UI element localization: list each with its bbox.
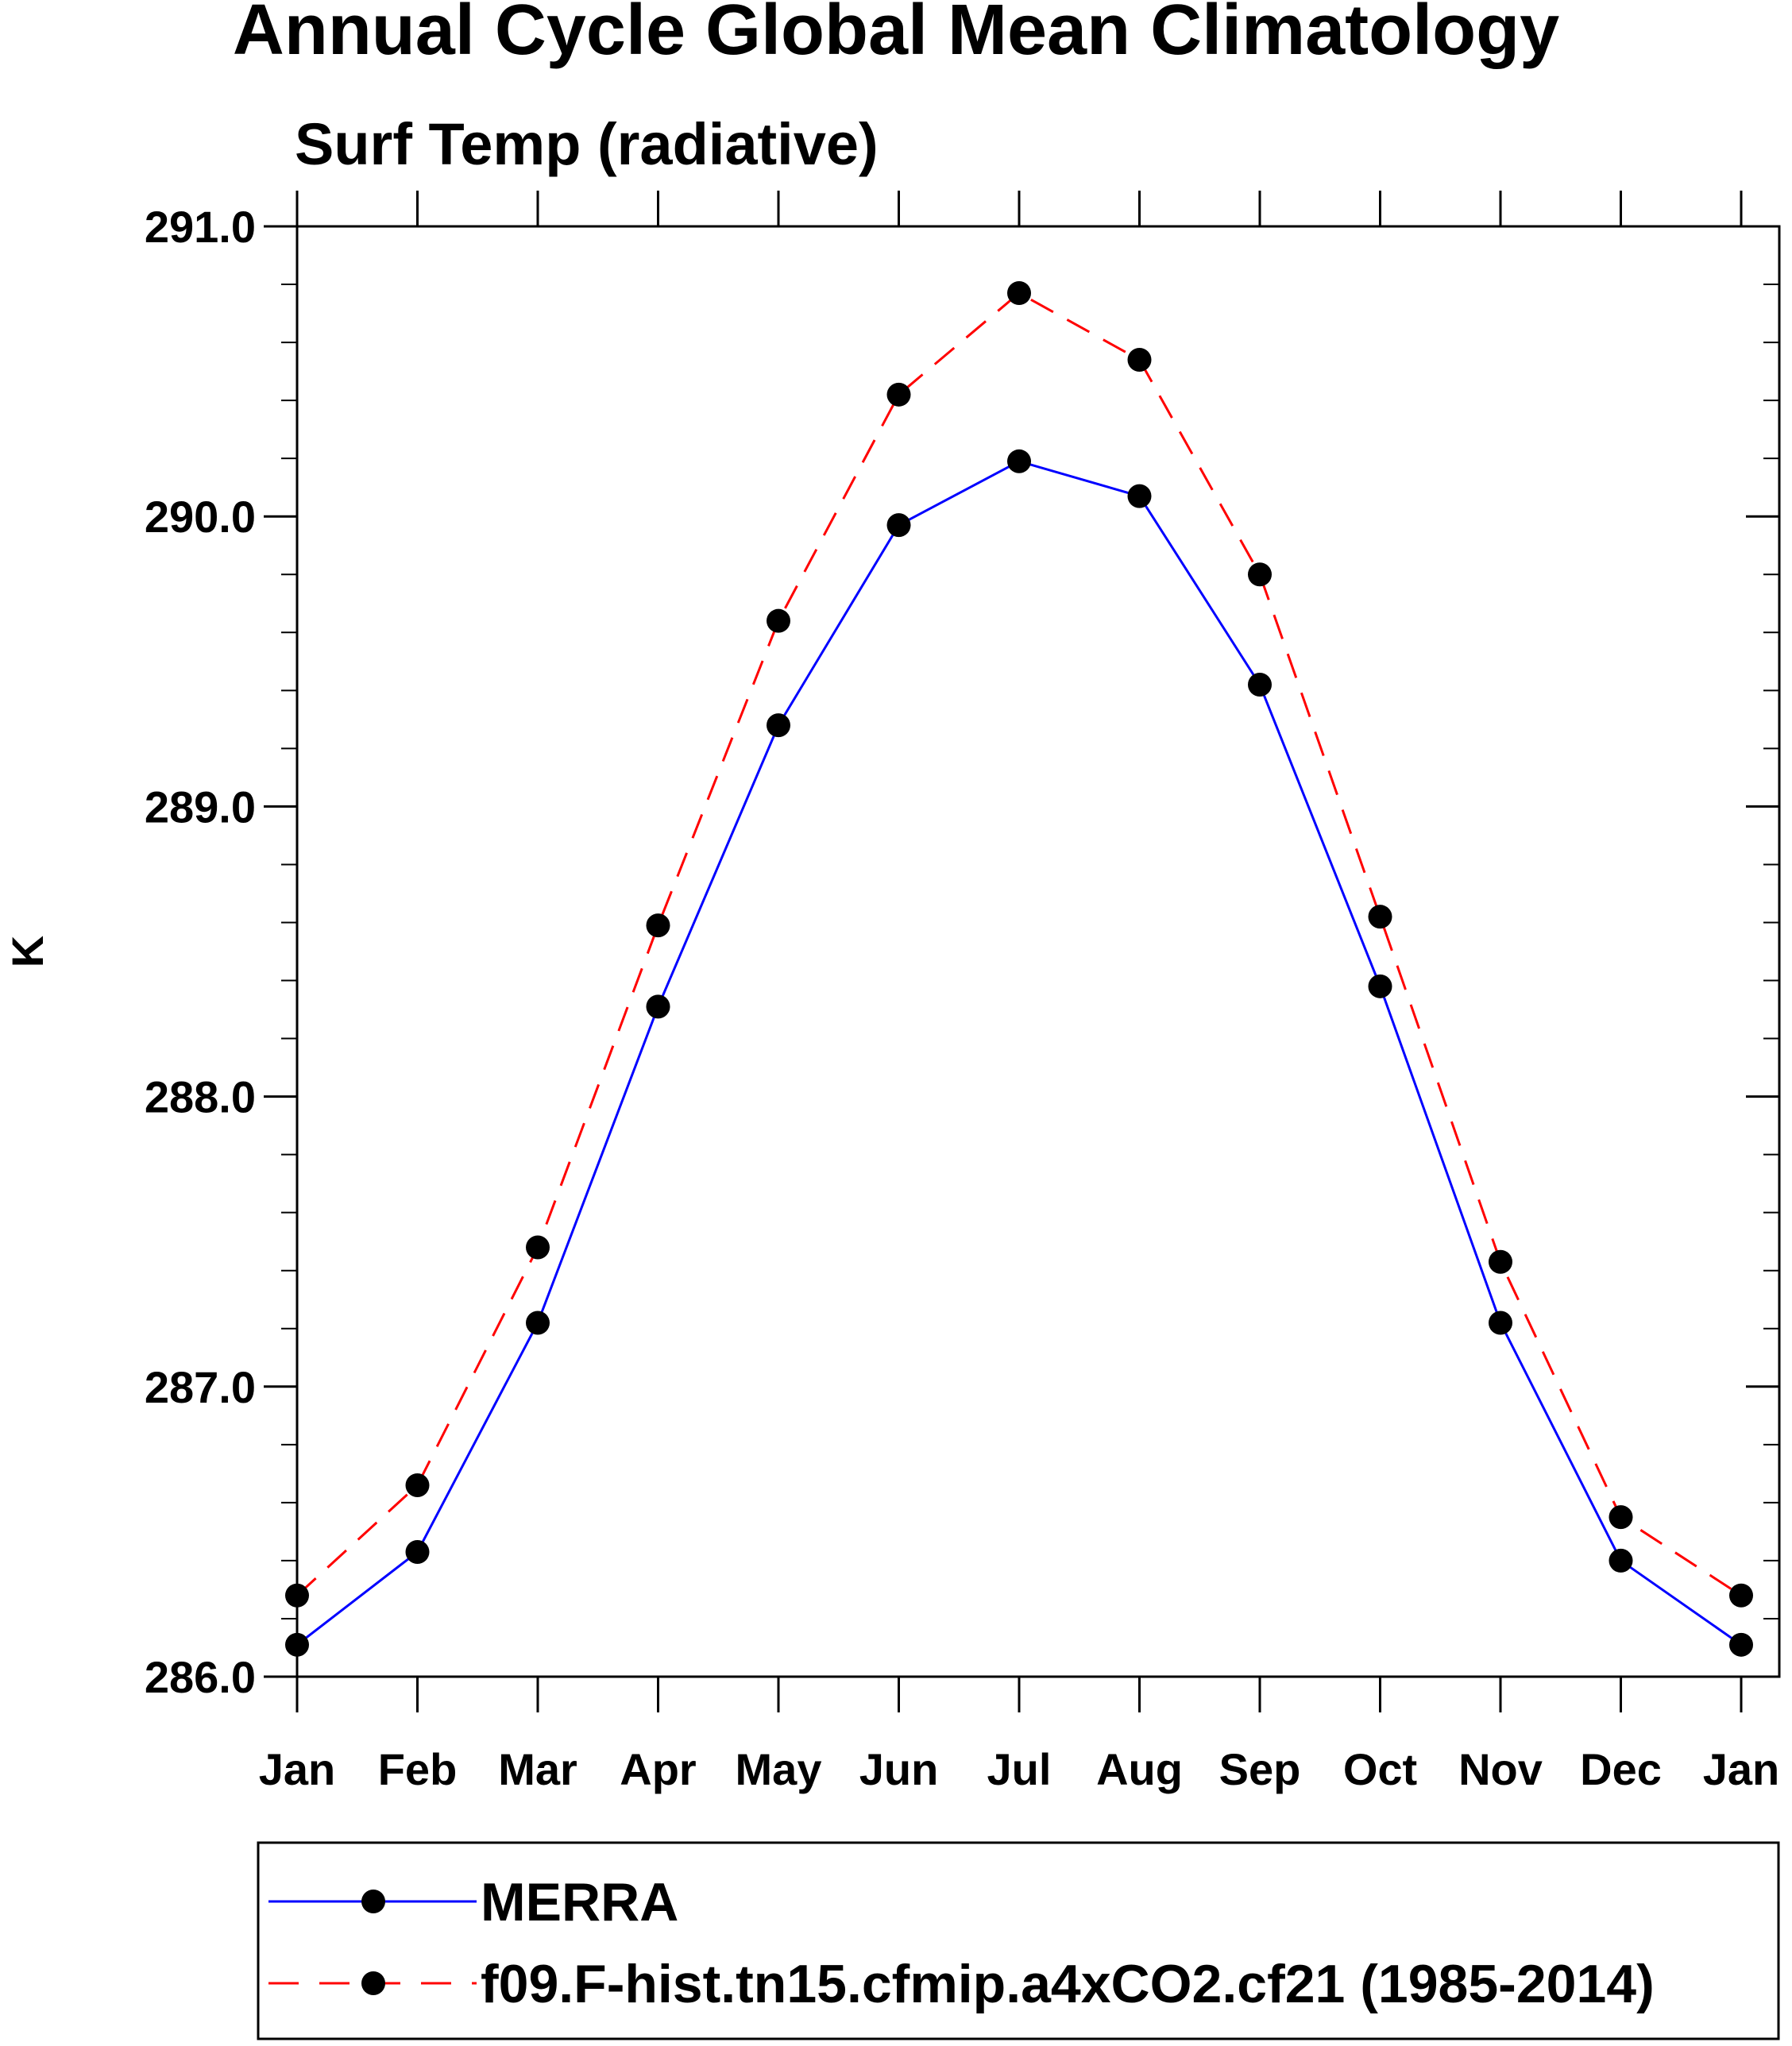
data-point [1489,1249,1512,1274]
x-tick-label: Jan [259,1744,336,1794]
series-line-0 [296,460,1742,1646]
x-tick-label: May [736,1744,822,1794]
legend-box [257,1841,1780,2040]
data-point [1729,1632,1753,1657]
data-point [526,1235,550,1260]
x-tick-label: Jan [1703,1744,1780,1794]
x-tick-label: Feb [378,1744,458,1794]
data-point [526,1311,550,1335]
data-point [1248,562,1272,587]
chart-title: Annual Cycle Global Mean Climatology [233,0,1559,70]
legend: MERRA f09.F-hist.tn15.cfmip.a4xCO2.cf21 (… [257,1841,1780,2040]
y-tick-label: 290.0 [145,492,256,542]
y-tick-label: 288.0 [145,1072,256,1122]
data-point [1127,347,1152,372]
data-point [1007,280,1031,305]
data-point [767,608,790,633]
axis-ticks: 286.0 287.0 288.0 289.0 290.0 291.0 Jan Feb Mar A… [145,191,1779,1794]
data-point [1729,1583,1753,1608]
legend-marker [361,1971,385,1995]
y-axis-label: K [2,936,52,967]
data-point [405,1473,430,1497]
x-tick-label: Dec [1580,1744,1662,1794]
data-point [886,513,911,538]
series-line-1 [295,291,1742,1597]
data-point [1609,1505,1633,1530]
data-point [1489,1311,1512,1335]
x-tick-label: Oct [1343,1744,1417,1794]
legend-marker [361,1890,385,1913]
y-tick-label: 289.0 [145,782,256,832]
data-point [1248,673,1272,697]
y-tick-label: 287.0 [145,1362,256,1412]
x-tick-label: Apr [620,1744,696,1794]
x-tick-label: Sep [1219,1744,1301,1794]
x-tick-label: Jul [987,1744,1052,1794]
x-tick-label: Jun [859,1744,939,1794]
data-point [886,382,911,407]
x-tick-label: Mar [498,1744,577,1794]
data-point [646,913,670,938]
plot-frame [295,225,1781,1678]
data-point [646,994,670,1019]
data-point [1609,1548,1633,1573]
data-point [1127,484,1152,508]
data-point [1368,905,1392,929]
y-tick-label: 286.0 [145,1652,256,1702]
data-point [1007,449,1031,473]
data-point [1368,974,1392,998]
plot-series [285,280,1753,1657]
data-point [405,1539,430,1564]
legend-label-0: MERRA [481,1872,678,1932]
data-point [767,713,790,738]
y-tick-label: 291.0 [145,202,256,252]
legend-label-1: f09.F-hist.tn15.cfmip.a4xCO2.cf21 (1985-… [481,1954,1655,2014]
chart-subtitle: Surf Temp (radiative) [295,111,879,177]
x-tick-label: Nov [1458,1744,1543,1794]
x-tick-label: Aug [1096,1744,1183,1794]
